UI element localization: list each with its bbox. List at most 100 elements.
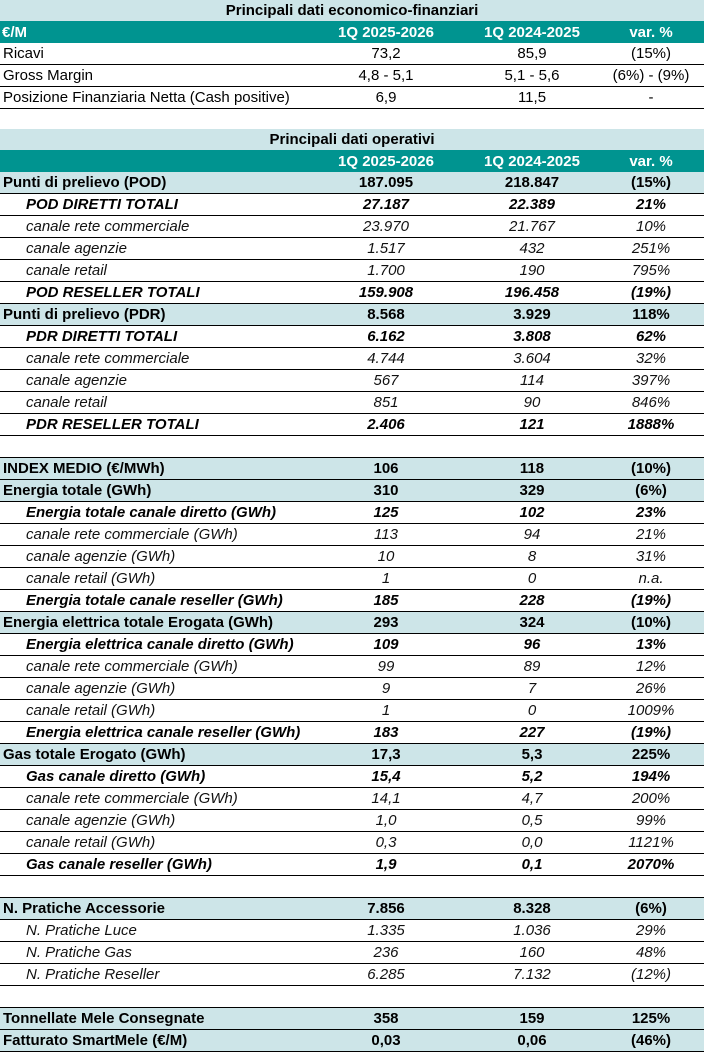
value-variation: (6%) (610, 897, 692, 920)
row-spacer (692, 897, 704, 920)
value-variation: 2070% (610, 853, 692, 876)
row-spacer (692, 303, 704, 326)
value-variation: 1888% (610, 413, 692, 436)
value-current-period: 310 (318, 479, 454, 502)
table-row: canale rete commerciale 23.970 21.767 10% (0, 215, 704, 238)
operational-title: Principali dati operativi (0, 129, 704, 150)
table-row: INDEX MEDIO (€/MWh) 106 118 (10%) (0, 457, 704, 480)
row-spacer (692, 43, 704, 65)
value-variation: 32% (610, 347, 692, 370)
value-previous-period: 0,5 (454, 809, 610, 832)
row-spacer (692, 391, 704, 414)
value-current-period: 4,8 - 5,1 (318, 64, 454, 87)
value-current-period: 185 (318, 589, 454, 612)
operational-table: Principali dati operativi 1Q 2025-2026 1… (0, 129, 704, 436)
row-label: N. Pratiche Luce (0, 919, 318, 942)
value-variation: 23% (610, 501, 692, 524)
value-current-period: 187.095 (318, 172, 454, 194)
row-label: canale rete commerciale (GWh) (0, 523, 318, 546)
value-previous-period: 0 (454, 567, 610, 590)
row-spacer (692, 633, 704, 656)
value-variation: 26% (610, 677, 692, 700)
value-variation: 846% (610, 391, 692, 414)
operational-body: Punti di prelievo (POD) 187.095 218.847 (15… (0, 172, 704, 436)
row-label: canale rete commerciale (GWh) (0, 655, 318, 678)
row-spacer (692, 677, 704, 700)
row-label: Gas canale reseller (GWh) (0, 853, 318, 876)
value-variation: 251% (610, 237, 692, 260)
row-label: canale retail (0, 259, 318, 282)
row-label: canale rete commerciale (0, 347, 318, 370)
financial-title-row: Principali dati economico-finanziari (0, 0, 704, 21)
value-current-period: 159.908 (318, 281, 454, 304)
row-spacer (692, 1007, 704, 1030)
value-variation: 1009% (610, 699, 692, 722)
value-current-period: 113 (318, 523, 454, 546)
value-variation: 29% (610, 919, 692, 942)
table-row: canale retail (GWh) 0,3 0,0 1121% (0, 831, 704, 854)
value-previous-period: 89 (454, 655, 610, 678)
table-row: N. Pratiche Reseller 6.285 7.132 (12%) (0, 963, 704, 986)
value-current-period: 6.285 (318, 963, 454, 986)
value-previous-period: 0,06 (454, 1029, 610, 1052)
value-current-period: 6,9 (318, 86, 454, 109)
row-label: Energia elettrica canale reseller (GWh) (0, 721, 318, 744)
row-spacer (692, 545, 704, 568)
value-current-period: 23.970 (318, 215, 454, 238)
value-previous-period: 3.808 (454, 325, 610, 348)
row-spacer (692, 765, 704, 788)
operational-title-row: Principali dati operativi (0, 129, 704, 150)
value-current-period: 1 (318, 567, 454, 590)
table-row: canale retail (GWh) 1 0 1009% (0, 699, 704, 722)
table-row: Gas canale reseller (GWh) 1,9 0,1 2070% (0, 853, 704, 876)
operational-header-row: 1Q 2025-2026 1Q 2024-2025 var. % (0, 150, 704, 172)
value-previous-period: 4,7 (454, 787, 610, 810)
value-previous-period: 114 (454, 369, 610, 392)
row-label: Energia totale canale reseller (GWh) (0, 589, 318, 612)
value-current-period: 1.517 (318, 237, 454, 260)
table-row: canale retail 1.700 190 795% (0, 259, 704, 282)
value-previous-period: 190 (454, 259, 610, 282)
row-spacer (692, 589, 704, 612)
value-previous-period: 5,2 (454, 765, 610, 788)
value-variation: 125% (610, 1007, 692, 1030)
financial-body: Ricavi 73,2 85,9 (15%) Gross Margin 4,8 - 5,1… (0, 43, 704, 109)
row-spacer (692, 193, 704, 216)
practices-table: N. Pratiche Accessorie 7.856 8.328 (6%) N. P… (0, 897, 704, 986)
table-row: N. Pratiche Gas 236 160 48% (0, 941, 704, 964)
value-variation: 225% (610, 743, 692, 766)
table-row: Ricavi 73,2 85,9 (15%) (0, 43, 704, 65)
value-previous-period: 8 (454, 545, 610, 568)
value-current-period: 1,0 (318, 809, 454, 832)
financial-title: Principali dati economico-finanziari (0, 0, 704, 21)
value-variation: 118% (610, 303, 692, 326)
value-variation: (6%) (610, 479, 692, 502)
value-current-period: 15,4 (318, 765, 454, 788)
value-previous-period: 118 (454, 457, 610, 480)
row-label: canale agenzie (GWh) (0, 677, 318, 700)
row-spacer (692, 809, 704, 832)
table-row: Energia totale canale diretto (GWh) 125 10… (0, 501, 704, 524)
value-variation: 200% (610, 787, 692, 810)
value-current-period: 125 (318, 501, 454, 524)
value-current-period: 293 (318, 611, 454, 634)
value-variation: 10% (610, 215, 692, 238)
row-label: Punti di prelievo (POD) (0, 172, 318, 194)
row-label: Energia totale (GWh) (0, 479, 318, 502)
row-label: canale rete commerciale (GWh) (0, 787, 318, 810)
row-label: Energia elettrica canale diretto (GWh) (0, 633, 318, 656)
table-row: canale rete commerciale (GWh) 99 89 12% (0, 655, 704, 678)
value-previous-period: 7 (454, 677, 610, 700)
value-current-period: 9 (318, 677, 454, 700)
value-variation: 99% (610, 809, 692, 832)
row-label: INDEX MEDIO (€/MWh) (0, 457, 318, 480)
row-spacer (692, 281, 704, 304)
value-current-period: 8.568 (318, 303, 454, 326)
table-row: canale rete commerciale 4.744 3.604 32% (0, 347, 704, 370)
row-label: PDR RESELLER TOTALI (0, 413, 318, 436)
row-spacer (692, 831, 704, 854)
table-row: canale agenzie (GWh) 1,0 0,5 99% (0, 809, 704, 832)
value-previous-period: 121 (454, 413, 610, 436)
row-spacer (692, 941, 704, 964)
table-row: canale rete commerciale (GWh) 14,1 4,7 200% (0, 787, 704, 810)
